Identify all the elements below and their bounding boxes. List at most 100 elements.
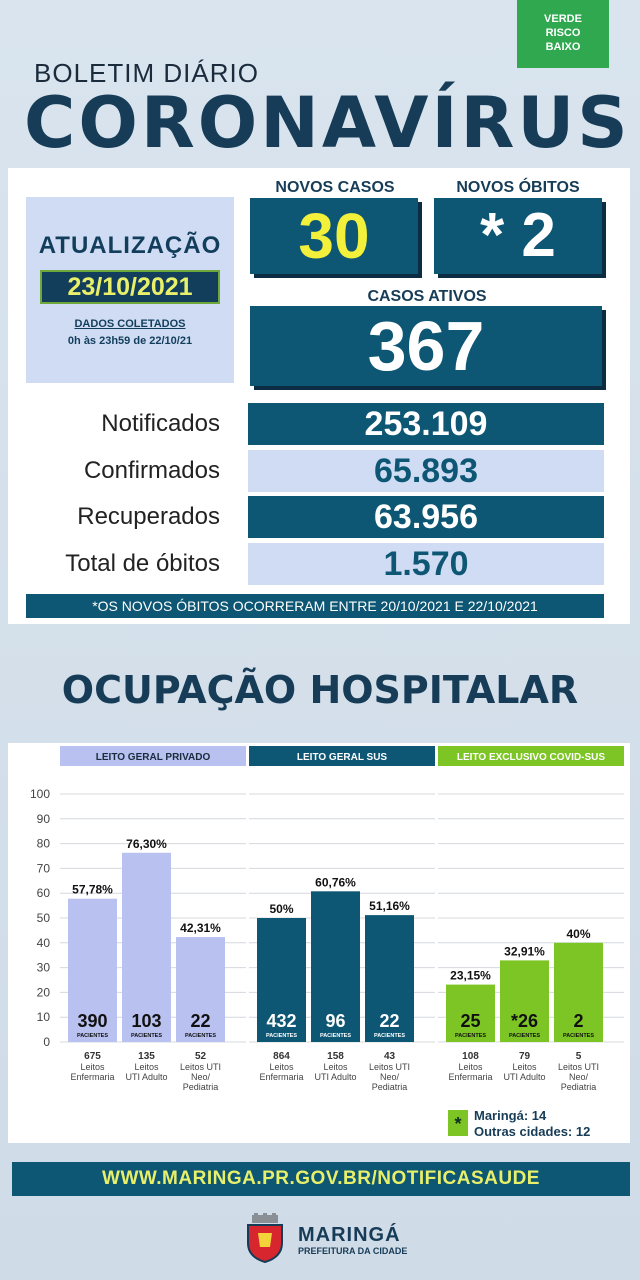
occupancy-bar — [68, 898, 117, 1042]
bed-type-label: Leitos — [458, 1062, 483, 1072]
bed-count: 135 — [138, 1051, 155, 1062]
y-tick-label: 40 — [37, 936, 51, 950]
bed-type-label: Leitos UTI — [558, 1062, 599, 1072]
bed-count: 108 — [462, 1051, 479, 1062]
panel-header — [249, 746, 435, 766]
risk-line-1: VERDE — [544, 13, 582, 25]
occupancy-bar — [257, 918, 306, 1042]
bed-type-label: Pediatria — [183, 1082, 219, 1092]
bar-percent-label: 50% — [269, 902, 293, 916]
panel-header-label: LEITO GERAL SUS — [297, 752, 388, 763]
legend-text: Maringá: 14 Outras cidades: 12 — [474, 1108, 590, 1140]
bed-count: 158 — [327, 1051, 344, 1062]
footer-subtitle: PREFEITURA DA CIDADE — [298, 1246, 408, 1256]
bulletin-subtitle: BOLETIM DIÁRIO — [34, 58, 259, 88]
active-cases-value: 367 — [250, 306, 602, 386]
y-tick-label: 80 — [37, 837, 51, 851]
bar-patients-label: PACIENTES — [374, 1033, 405, 1039]
bar-patients-count: 22 — [190, 1011, 210, 1031]
stat-label-notified: Notificados — [101, 410, 220, 437]
bed-type-label: Neo/ — [191, 1072, 211, 1082]
bed-type-label: Enfermaria — [259, 1072, 303, 1082]
occupancy-bar — [122, 852, 171, 1042]
bed-type-label: Enfermaria — [70, 1072, 114, 1082]
bar-patients-count: 22 — [379, 1011, 399, 1031]
bar-percent-label: 32,91% — [504, 944, 545, 958]
bar-patients-count: 432 — [266, 1011, 296, 1031]
bar-patients-count: 103 — [131, 1011, 161, 1031]
legend-maringa: Maringá: 14 — [474, 1108, 547, 1123]
risk-level-badge: VERDE RISCO BAIXO — [517, 0, 609, 68]
bed-type-label: Leitos — [269, 1062, 294, 1072]
panel-header — [438, 746, 624, 766]
active-cases-label: CASOS ATIVOS — [367, 288, 487, 305]
bed-type-label: Neo/ — [569, 1072, 589, 1082]
bar-percent-label: 60,76% — [315, 875, 356, 889]
risk-line-3: BAIXO — [545, 41, 581, 53]
bed-type-label: Leitos — [80, 1062, 105, 1072]
bar-patients-count: 390 — [77, 1011, 107, 1031]
bar-percent-label: 42,31% — [180, 921, 221, 935]
bed-type-label: UTI Adulto — [503, 1072, 545, 1082]
notification-url-link[interactable]: WWW.MARINGA.PR.GOV.BR/NOTIFICASAUDE — [12, 1162, 630, 1196]
bar-percent-label: 40% — [566, 927, 590, 941]
update-title: ATUALIZAÇÃO — [38, 232, 222, 259]
bed-count: 675 — [84, 1051, 101, 1062]
section-title: OCUPAÇÃO HOSPITALAR — [61, 668, 579, 712]
bar-patients-label: PACIENTES — [320, 1033, 351, 1039]
y-tick-label: 60 — [37, 886, 51, 900]
bar-patients-count: 96 — [325, 1011, 345, 1031]
bed-count: 43 — [384, 1051, 396, 1062]
bar-percent-label: 51,16% — [369, 899, 410, 913]
stat-label-recovered: Recuperados — [77, 503, 220, 530]
bar-patients-label: PACIENTES — [266, 1033, 297, 1039]
bed-count: 79 — [519, 1051, 531, 1062]
bar-patients-count: 2 — [573, 1011, 583, 1031]
stat-label-confirmed: Confirmados — [83, 457, 220, 484]
bed-type-label: Enfermaria — [448, 1072, 492, 1082]
new-deaths-label: NOVOS ÓBITOS — [456, 179, 580, 196]
occupancy-bar — [554, 942, 603, 1042]
bar-patients-count: *26 — [511, 1011, 538, 1031]
collected-range: 0h às 23h59 de 22/10/21 — [67, 335, 193, 347]
y-tick-label: 0 — [43, 1035, 50, 1049]
bed-count: 52 — [195, 1051, 207, 1062]
bed-count: 864 — [273, 1051, 290, 1062]
bed-type-label: UTI Adulto — [125, 1072, 167, 1082]
occupancy-bar — [365, 915, 414, 1042]
stat-value-total-deaths: 1.570 — [248, 543, 604, 585]
deaths-footnote: *OS NOVOS ÓBITOS OCORRERAM ENTRE 20/10/2… — [26, 594, 604, 618]
bed-type-label: Leitos UTI — [180, 1062, 221, 1072]
legend-other-cities: Outras cidades: 12 — [474, 1124, 591, 1139]
bed-type-label: Neo/ — [380, 1072, 400, 1082]
y-tick-label: 10 — [37, 1010, 51, 1024]
stat-value-confirmed: 65.893 — [248, 450, 604, 492]
stat-value-notified: 253.109 — [248, 403, 604, 445]
y-tick-label: 70 — [37, 861, 51, 875]
bar-percent-label: 23,15% — [450, 969, 491, 983]
bed-count: 5 — [576, 1051, 582, 1062]
bar-patients-count: 25 — [460, 1011, 480, 1031]
page-title: CORONAVÍRUS — [24, 82, 631, 164]
bar-patients-label: PACIENTES — [185, 1033, 216, 1039]
panel-header-label: LEITO EXCLUSIVO COVID-SUS — [457, 752, 605, 763]
data-collection-info: DADOS COLETADOS 0h às 23h59 de 22/10/21 — [26, 316, 234, 350]
panel-header-label: LEITO GERAL PRIVADO — [96, 752, 211, 763]
bar-patients-label: PACIENTES — [455, 1033, 486, 1039]
stat-value-recovered: 63.956 — [248, 496, 604, 538]
bar-percent-label: 76,30% — [126, 837, 167, 851]
bed-type-label: Leitos — [512, 1062, 537, 1072]
occupancy-bar — [311, 891, 360, 1042]
bed-type-label: Leitos — [323, 1062, 348, 1072]
stat-label-total-deaths: Total de óbitos — [65, 550, 220, 577]
occupancy-bar — [500, 960, 549, 1042]
bar-patients-label: PACIENTES — [509, 1033, 540, 1039]
new-cases-value: 30 — [250, 198, 418, 274]
bar-percent-label: 57,78% — [72, 883, 113, 897]
new-deaths-value: * 2 — [434, 198, 602, 274]
hospital-occupancy-chart: 0 10 20 30 40 50 60 70 80 90 100 LEITO GERAL PRIVAD… — [30, 746, 624, 1092]
y-tick-label: 20 — [37, 985, 51, 999]
city-crest-icon — [247, 1213, 283, 1263]
bed-type-label: Leitos UTI — [369, 1062, 410, 1072]
y-tick-label: 100 — [30, 787, 50, 801]
